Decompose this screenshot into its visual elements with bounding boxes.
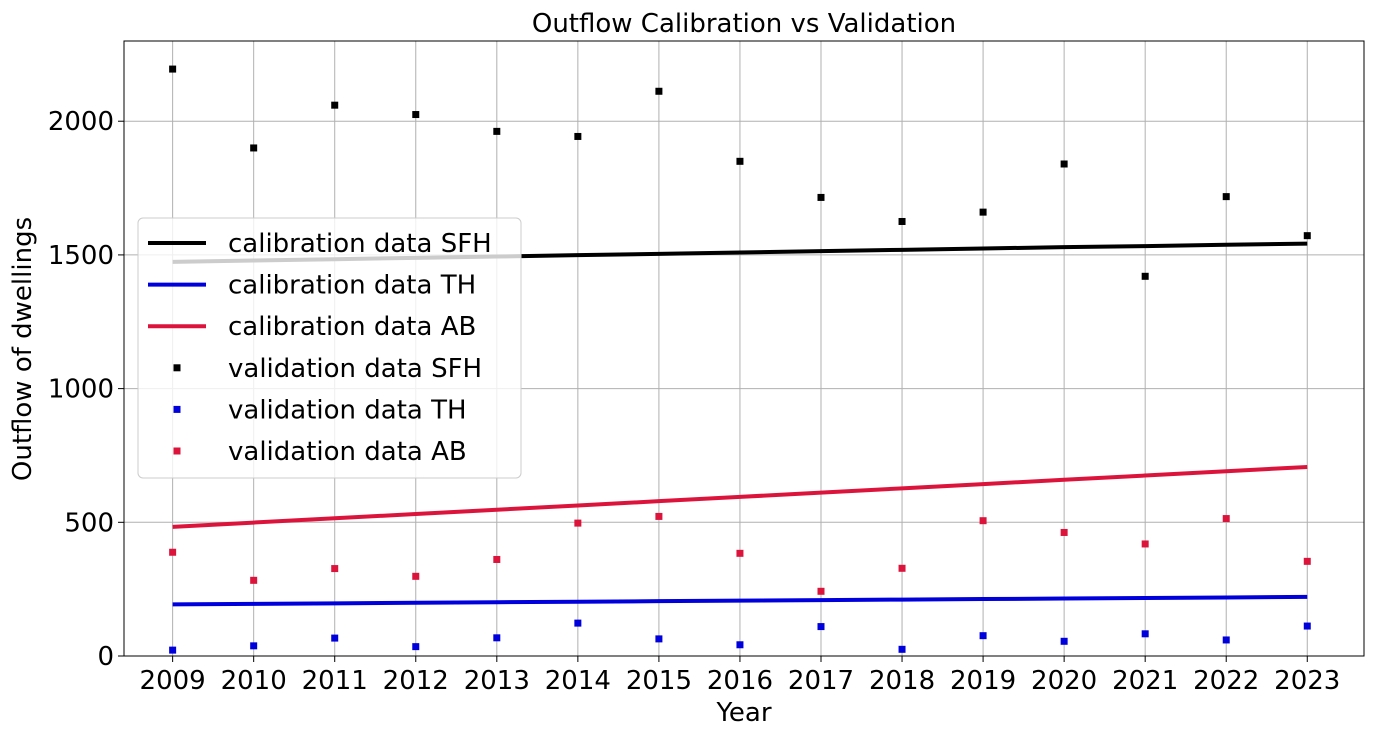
legend-label: calibration data AB <box>228 312 476 342</box>
legend-marker-swatch <box>173 364 181 372</box>
data-point <box>1303 557 1311 565</box>
legend-item-calibration-data-sfh: calibration data SFH <box>148 229 492 259</box>
legend-item-calibration-data-th: calibration data TH <box>148 271 476 301</box>
legend-label: calibration data SFH <box>228 229 492 259</box>
legend-label: validation data TH <box>228 395 467 425</box>
data-point <box>1303 622 1311 630</box>
series-calibration-data-ab <box>172 464 1308 529</box>
data-point <box>898 217 906 225</box>
data-point <box>1141 272 1149 280</box>
x-tick-label: 2017 <box>788 666 854 696</box>
y-tick-label: 0 <box>97 642 114 672</box>
y-tick-label: 1500 <box>48 241 114 271</box>
data-point <box>169 65 177 73</box>
plot-frame <box>123 40 1365 657</box>
data-point <box>1222 193 1230 201</box>
data-point <box>574 619 582 627</box>
data-point <box>574 132 582 140</box>
x-tick-label: 2011 <box>302 666 368 696</box>
data-point <box>736 549 744 557</box>
x-tick-label: 2023 <box>1274 666 1340 696</box>
x-tick-label: 2010 <box>221 666 287 696</box>
data-point <box>898 564 906 572</box>
chart-title: Outflow Calibration vs Validation <box>532 9 956 39</box>
x-axis-label: Year <box>715 698 771 728</box>
data-point <box>655 87 663 95</box>
data-point <box>250 144 258 152</box>
x-tick-label: 2015 <box>626 666 692 696</box>
data-point <box>1060 637 1068 645</box>
data-point <box>250 576 258 584</box>
x-tick-label: 2014 <box>545 666 611 696</box>
data-point <box>331 565 339 573</box>
y-axis-label: Outflow of dwellings <box>8 217 38 481</box>
x-tick-label: 2021 <box>1112 666 1178 696</box>
series-line <box>172 594 1308 607</box>
x-tick-label: 2019 <box>950 666 1016 696</box>
x-tick-label: 2020 <box>1031 666 1097 696</box>
data-point <box>412 572 420 580</box>
legend-label: validation data SFH <box>228 354 482 384</box>
data-point <box>817 193 825 201</box>
x-tick-label: 2016 <box>707 666 773 696</box>
data-point <box>169 548 177 556</box>
data-point <box>655 635 663 643</box>
y-tick-label: 500 <box>64 508 114 538</box>
legend-item-validation-data-sfh: validation data SFH <box>173 354 482 384</box>
x-tick-label: 2013 <box>464 666 530 696</box>
data-point <box>169 646 177 654</box>
x-tick-label: 2018 <box>869 666 935 696</box>
data-point <box>574 519 582 527</box>
data-point <box>817 623 825 631</box>
data-point <box>1060 528 1068 536</box>
data-point <box>898 645 906 653</box>
data-point <box>1303 232 1311 240</box>
data-point <box>412 111 420 119</box>
legend-item-calibration-data-ab: calibration data AB <box>148 312 476 342</box>
data-point <box>250 642 258 650</box>
legend-item-validation-data-th: validation data TH <box>173 395 467 425</box>
data-point <box>655 512 663 520</box>
data-point <box>331 634 339 642</box>
data-point <box>1141 540 1149 548</box>
series-validation-data-sfh <box>169 65 1311 280</box>
legend-item-validation-data-ab: validation data AB <box>173 437 467 467</box>
series-line <box>172 464 1308 529</box>
x-tick-label: 2022 <box>1193 666 1259 696</box>
data-point <box>493 555 501 563</box>
y-axis-ticks: 0 500 1000 1500 2000 <box>48 107 124 672</box>
legend-label: validation data AB <box>228 437 467 467</box>
legend-marker-swatch <box>173 447 181 455</box>
series-calibration-data-th <box>172 594 1308 607</box>
x-tick-label: 2012 <box>383 666 449 696</box>
series-validation-data-th <box>169 619 1311 654</box>
x-axis-ticks: 2009 2010 2011 2012 2013 2014 2015 2016 2017 2018… <box>140 656 1340 696</box>
data-point <box>979 208 987 216</box>
legend: calibration data SFH calibration data TH c… <box>137 217 522 479</box>
data-point <box>736 641 744 649</box>
series-validation-data-ab <box>169 512 1311 595</box>
data-point <box>412 643 420 651</box>
data-point <box>817 587 825 595</box>
legend-marker-swatch <box>173 405 181 413</box>
y-tick-label: 2000 <box>48 107 114 137</box>
data-point <box>1222 636 1230 644</box>
x-tick-label: 2009 <box>140 666 206 696</box>
data-point <box>331 101 339 109</box>
legend-label: calibration data TH <box>228 271 476 301</box>
y-tick-label: 1000 <box>48 375 114 405</box>
data-point <box>493 634 501 642</box>
data-point <box>736 157 744 165</box>
data-point <box>1141 630 1149 638</box>
data-point <box>979 632 987 640</box>
data-point <box>1222 515 1230 523</box>
data-point <box>493 127 501 135</box>
data-point <box>1060 160 1068 168</box>
legend-box <box>137 217 522 479</box>
data-point <box>979 517 987 525</box>
